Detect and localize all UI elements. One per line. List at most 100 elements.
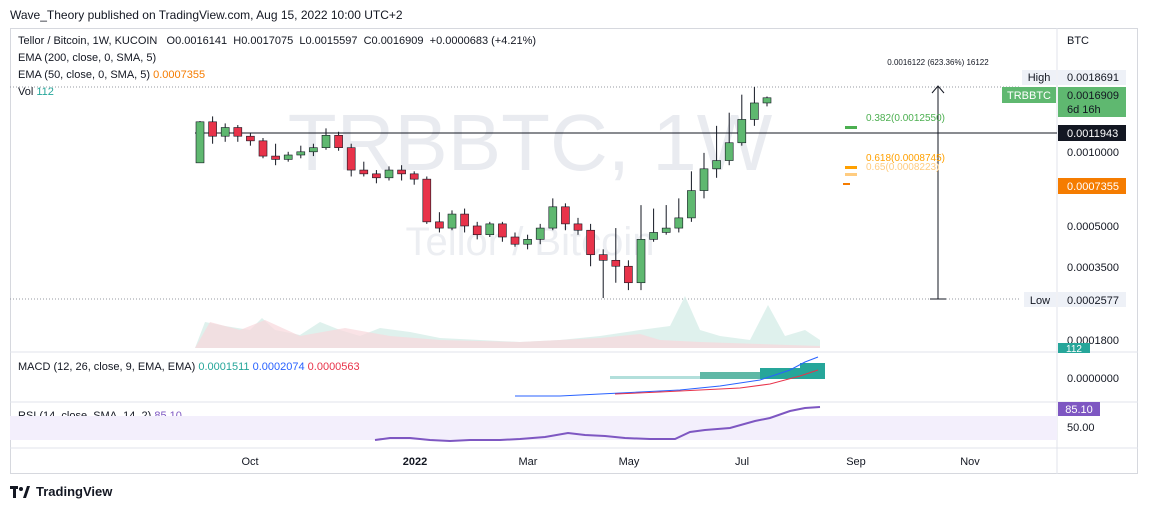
publisher-line: Wave_Theory published on TradingView.com… (10, 8, 403, 22)
brand-name: TradingView (36, 484, 113, 499)
candle-body[interactable] (699, 168, 709, 191)
low-tag (1024, 292, 1056, 307)
macd-legend[interactable]: MACD (12, 26, close, 9, EMA, EMA) 0.0001… (18, 361, 360, 373)
candle-body[interactable] (220, 127, 230, 137)
candle-body[interactable] (372, 173, 381, 179)
range-arrow-icon (931, 85, 945, 94)
candle-body[interactable] (724, 142, 734, 161)
close-value: 0.0016909 (371, 35, 424, 47)
tradingview-logo-icon (10, 485, 30, 498)
candle-body[interactable] (309, 147, 318, 153)
candle-body[interactable] (246, 135, 255, 142)
candle-body[interactable] (523, 239, 532, 245)
time-tick-mar: Mar (519, 456, 538, 468)
time-tick-nov: Nov (960, 456, 980, 468)
candle-body[interactable] (649, 232, 658, 240)
rsi-band (10, 416, 1057, 440)
current-price-tag (1058, 87, 1126, 117)
fib-65-marker[interactable] (845, 173, 857, 176)
volume-area (195, 296, 820, 348)
candle-body[interactable] (737, 119, 747, 144)
current-price: 0.0016909 (1067, 90, 1119, 102)
candle-body[interactable] (661, 227, 671, 233)
candles-layer[interactable] (195, 86, 772, 299)
symbol-title[interactable]: Tellor / Bitcoin, 1W, KUCOIN (18, 35, 158, 47)
fib-65-label: 0.65(0.0008223) (866, 162, 939, 173)
ema-price: 0.0007355 (1067, 181, 1119, 193)
vol-badge-value: 112 (1066, 344, 1082, 355)
candle-body[interactable] (573, 223, 583, 231)
rsi-tick: 50.00 (1067, 422, 1095, 434)
ema50-legend[interactable]: EMA (50, close, 0, SMA, 5) 0.0007355 (18, 69, 205, 81)
tradingview-brand[interactable]: TradingView (10, 484, 112, 499)
rsi-line (374, 406, 821, 443)
fib-382-marker[interactable] (845, 126, 857, 129)
ema200-legend[interactable]: EMA (200, close, 0, SMA, 5) (18, 52, 157, 64)
candle-body[interactable] (687, 190, 696, 219)
candle-body[interactable] (498, 223, 507, 238)
ema50-value: 0.0007355 (153, 69, 206, 81)
candle-body[interactable] (460, 213, 469, 227)
symbol-legend: Tellor / Bitcoin, 1W, KUCOIN O0.0016141 … (18, 35, 536, 47)
candle-body[interactable] (409, 173, 419, 180)
fib-618-label: 0.618(0.0008745) (866, 153, 945, 164)
candle-body[interactable] (397, 169, 406, 175)
macd-signal-value: 0.0000563 (307, 361, 360, 373)
candle-body[interactable] (346, 147, 356, 171)
vol-legend[interactable]: Vol 112 (18, 86, 54, 98)
low-value-tag (1058, 292, 1126, 307)
candle-body[interactable] (258, 140, 268, 157)
candle-body[interactable] (384, 169, 394, 179)
candle-body[interactable] (535, 227, 545, 240)
rsi-badge-value: 85.10 (1065, 404, 1093, 416)
time-tick-sep: Sep (846, 456, 866, 468)
fib-618-marker[interactable] (845, 166, 857, 169)
high-label: H (233, 35, 242, 47)
candle-body[interactable] (712, 160, 721, 170)
candle-body[interactable] (208, 121, 217, 137)
candle-body[interactable] (485, 223, 495, 236)
time-tick-oct: Oct (241, 456, 258, 468)
ticker-tag (1002, 87, 1056, 103)
high-value: 0.0018691 (1067, 72, 1119, 84)
candle-body[interactable] (271, 155, 280, 160)
candle-body[interactable] (359, 169, 369, 175)
candle-body[interactable] (762, 97, 772, 104)
candle-body[interactable] (447, 213, 457, 229)
high-tag-label: High (1028, 72, 1051, 84)
candle-body[interactable] (510, 236, 520, 245)
high-value: 0.0017075 (241, 35, 294, 47)
candle-body[interactable] (586, 229, 595, 255)
candle-body[interactable] (674, 217, 684, 229)
macd-tick: 0.0000000 (1067, 373, 1119, 385)
countdown: 6d 16h (1067, 104, 1101, 116)
candle-body[interactable] (296, 151, 306, 156)
macd-line (515, 356, 819, 397)
candle-body[interactable] (561, 206, 570, 225)
candle-body[interactable] (636, 239, 646, 284)
candle-body[interactable] (233, 127, 243, 137)
candle-body[interactable] (334, 135, 343, 148)
candle-body[interactable] (195, 121, 205, 164)
macd-line-value: 0.0002074 (252, 361, 305, 373)
currency-label: BTC (1067, 35, 1089, 47)
candle-body[interactable] (472, 225, 482, 236)
macd-signal-line (614, 369, 819, 395)
ema50-label: EMA (50, close, 0, SMA, 5) (18, 69, 151, 81)
candle-body[interactable] (422, 178, 432, 223)
ema-price-tag (1058, 178, 1126, 194)
ema-marker (843, 183, 850, 185)
candle-body[interactable] (321, 135, 331, 148)
open-value: 0.0016141 (175, 35, 228, 47)
candle-body[interactable] (435, 221, 444, 229)
candle-body[interactable] (548, 206, 558, 229)
candle-body[interactable] (611, 259, 621, 267)
candle-body[interactable] (598, 254, 608, 261)
candle-body[interactable] (283, 154, 293, 160)
candle-body[interactable] (624, 265, 633, 284)
vol-value: 112 (36, 86, 54, 98)
candle-body[interactable] (750, 102, 759, 120)
ticker-tag-label: TRBBTC (1007, 90, 1051, 102)
price-tick-3: 0.0003500 (1067, 262, 1119, 274)
